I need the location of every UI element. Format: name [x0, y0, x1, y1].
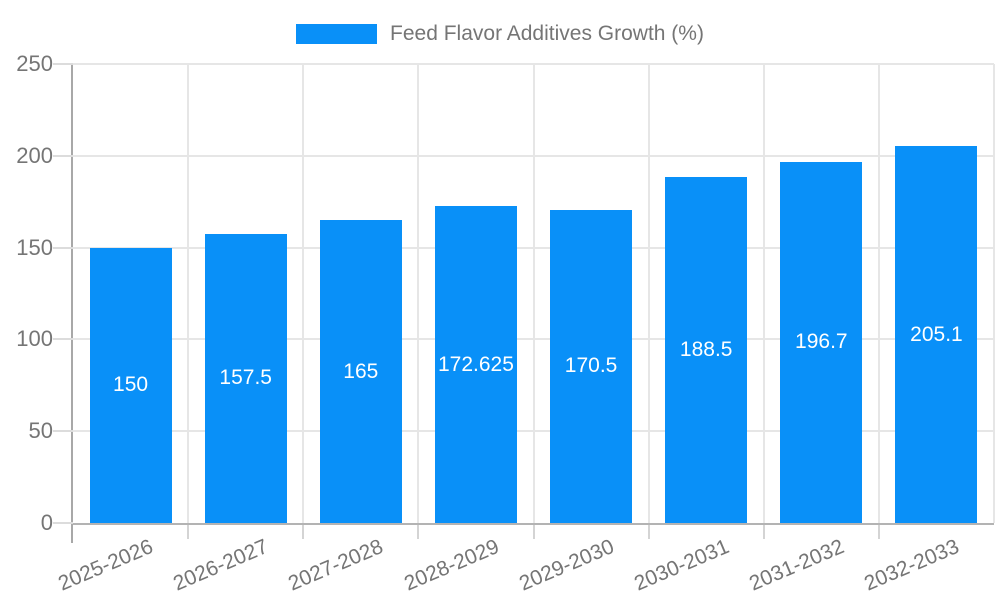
bar-value-label: 165	[343, 359, 379, 383]
bar[interactable]: 150	[89, 247, 172, 523]
bar-value-label: 196.7	[795, 330, 848, 354]
gridline-v	[877, 64, 880, 523]
x-axis-line	[73, 523, 994, 525]
x-tick-mark	[647, 525, 650, 539]
y-tick-mark	[53, 63, 73, 65]
x-axis-tick-label: 2029-2030	[515, 535, 618, 596]
y-axis-tick-label: 150	[16, 234, 53, 260]
legend-label: Feed Flavor Additives Growth (%)	[390, 22, 704, 45]
bar[interactable]: 205.1	[895, 146, 978, 523]
legend-swatch	[296, 24, 378, 44]
gridline-v	[647, 64, 650, 523]
bar[interactable]: 196.7	[780, 161, 863, 523]
gridline-v	[187, 64, 190, 523]
bar-value-label: 205.1	[910, 322, 963, 346]
x-axis-tick-label: 2026-2027	[170, 535, 272, 596]
y-tick-mark	[53, 154, 73, 157]
x-axis-tick-label: 2027-2028	[285, 535, 387, 596]
plot-area: 150 157.5 165 172.625 170.5 188.5 196.7 205.1	[53, 63, 995, 543]
bar-value-label: 150	[113, 373, 149, 397]
bar-value-label: 157.5	[219, 366, 272, 390]
x-axis-tick-label: 2032-2033	[860, 535, 963, 596]
gridline-v	[302, 64, 305, 523]
y-axis-tick-label: 0	[40, 510, 53, 535]
y-tick-mark	[53, 430, 73, 433]
bar[interactable]: 165	[319, 220, 402, 523]
bar[interactable]: 188.5	[665, 176, 748, 523]
x-tick-mark	[877, 525, 880, 539]
bar-value-label: 172.625	[437, 352, 514, 376]
x-tick-mark	[302, 525, 305, 539]
x-axis-tick-label: 2030-2031	[630, 535, 733, 596]
x-tick-mark	[417, 525, 420, 539]
y-axis-tick-label: 200	[16, 142, 53, 168]
x-tick-mark	[532, 525, 535, 539]
y-tick-mark	[53, 338, 73, 341]
y-axis-line	[71, 64, 73, 543]
gridline-v	[417, 64, 420, 523]
bar[interactable]: 172.625	[434, 206, 517, 523]
x-axis-tick-label: 2028-2029	[400, 535, 502, 596]
y-axis-tick-label: 250	[16, 51, 53, 76]
bar[interactable]: 157.5	[204, 233, 287, 523]
bar-value-label: 188.5	[679, 337, 733, 361]
bar[interactable]: 170.5	[550, 209, 633, 523]
y-axis-tick-label: 50	[28, 418, 53, 444]
x-axis-tick-label: 2025-2026	[55, 535, 157, 596]
x-tick-mark	[762, 525, 765, 539]
x-tick-mark	[187, 525, 190, 539]
legend[interactable]: Feed Flavor Additives Growth (%)	[0, 22, 1000, 46]
y-tick-mark	[53, 246, 73, 249]
gridline-v	[762, 64, 765, 523]
gridline-v	[532, 64, 535, 523]
y-axis-tick-label: 100	[16, 326, 53, 352]
y-tick-mark	[53, 522, 73, 524]
gridline-v	[993, 64, 995, 523]
x-axis-tick-label: 2031-2032	[745, 535, 848, 596]
bar-value-label: 170.5	[564, 354, 618, 378]
